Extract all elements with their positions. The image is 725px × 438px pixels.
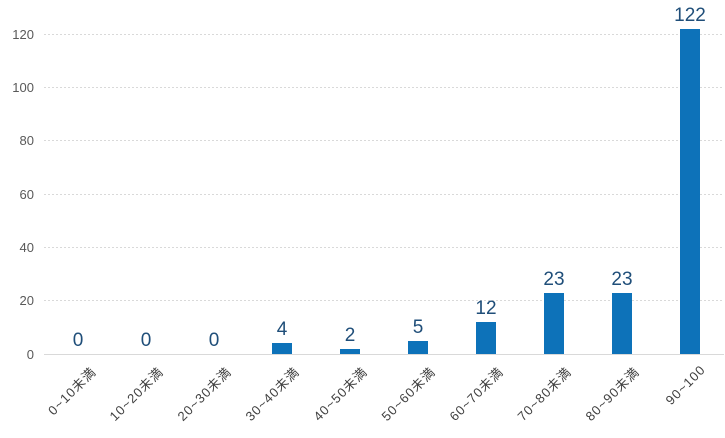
bar (476, 322, 496, 354)
x-axis-category-label: 90~100 (662, 362, 709, 408)
x-axis-category-label: 0~10未満 (44, 364, 99, 419)
bar (612, 292, 632, 354)
bar-value-label: 0 (140, 330, 152, 351)
bar (340, 348, 360, 354)
gridline (44, 33, 724, 35)
x-axis-category-label: 50~60未満 (378, 364, 439, 424)
bar-value-label: 12 (475, 298, 497, 319)
x-axis-category-label: 70~80未満 (514, 364, 575, 424)
x-axis-category-label: 60~70未満 (446, 364, 507, 424)
bar-value-label: 23 (611, 268, 633, 290)
gridline (44, 193, 724, 195)
bar (272, 343, 292, 354)
bar-value-label: 2 (344, 324, 356, 346)
gridline (44, 140, 724, 142)
y-axis-tick-label: 0 (26, 346, 34, 362)
x-axis-category-label: 80~90未満 (582, 364, 643, 424)
y-axis-tick-label: 80 (19, 133, 34, 149)
x-axis-category-label: 10~20未満 (106, 364, 167, 424)
gridline (44, 86, 724, 88)
x-axis-category-label: 40~50未満 (310, 364, 371, 424)
bar-value-label: 0 (72, 330, 84, 351)
bar (680, 28, 700, 354)
bar (408, 340, 428, 354)
bar-value-label: 122 (674, 4, 706, 26)
gridline (44, 300, 724, 302)
bar-value-label: 0 (208, 330, 220, 351)
bar-value-label: 4 (276, 319, 288, 341)
y-axis-tick-label: 40 (19, 239, 34, 255)
y-axis-tick-label: 100 (12, 79, 34, 95)
bar-value-label: 5 (412, 316, 424, 338)
x-axis-category-label: 20~30未満 (174, 364, 235, 424)
y-axis-tick-label: 60 (19, 186, 34, 202)
y-axis-tick-label: 120 (12, 26, 34, 42)
y-axis-tick-label: 20 (19, 293, 34, 309)
bar-value-label: 23 (543, 268, 565, 290)
x-axis-line (44, 354, 724, 355)
x-axis-category-label: 30~40未満 (242, 364, 303, 424)
gridline (44, 246, 724, 248)
bar (544, 292, 564, 354)
